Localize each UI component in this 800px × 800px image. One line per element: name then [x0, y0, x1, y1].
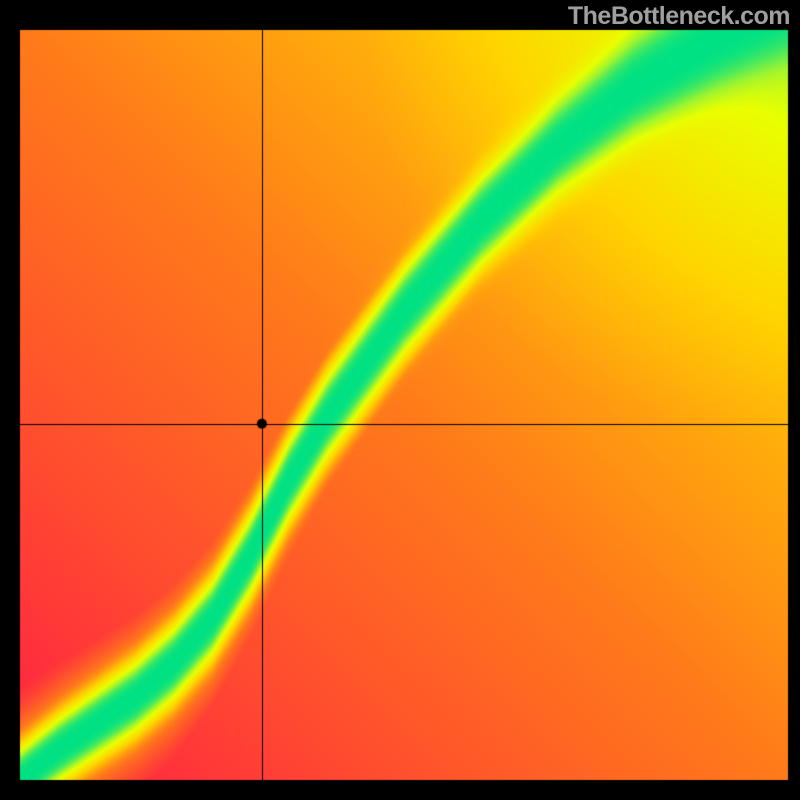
- watermark-text: TheBottleneck.com: [568, 2, 790, 31]
- heatmap-canvas: [0, 0, 800, 800]
- chart-container: TheBottleneck.com: [0, 0, 800, 800]
